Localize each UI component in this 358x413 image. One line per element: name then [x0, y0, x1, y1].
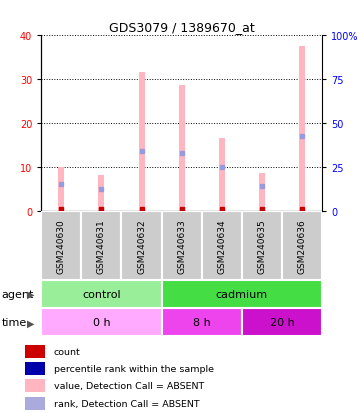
Text: 0 h: 0 h: [93, 318, 110, 328]
Bar: [81, 211, 121, 280]
Text: time: time: [2, 318, 27, 328]
Text: value, Detection Call = ABSENT: value, Detection Call = ABSENT: [54, 381, 204, 390]
Bar: [242, 309, 322, 337]
Bar: [58, 167, 64, 211]
Bar: [219, 139, 225, 211]
Text: percentile rank within the sample: percentile rank within the sample: [54, 364, 214, 373]
Text: 20 h: 20 h: [270, 318, 294, 328]
Text: GSM240633: GSM240633: [177, 218, 186, 273]
Text: 8 h: 8 h: [193, 318, 211, 328]
Text: GSM240631: GSM240631: [97, 218, 106, 273]
Bar: [242, 211, 282, 280]
Bar: [161, 280, 322, 309]
Bar: [161, 211, 202, 280]
Bar: [41, 309, 161, 337]
Bar: [179, 86, 185, 211]
Text: GSM240635: GSM240635: [257, 218, 266, 273]
Bar: [121, 211, 161, 280]
Text: rank, Detection Call = ABSENT: rank, Detection Call = ABSENT: [54, 399, 199, 408]
Bar: [25, 379, 45, 392]
Bar: [202, 211, 242, 280]
Bar: [161, 309, 242, 337]
Title: GDS3079 / 1389670_at: GDS3079 / 1389670_at: [109, 21, 255, 34]
Bar: [25, 345, 45, 358]
Bar: [98, 176, 105, 211]
Bar: [139, 73, 145, 211]
Bar: [282, 211, 322, 280]
Text: control: control: [82, 290, 121, 299]
Text: count: count: [54, 347, 81, 356]
Text: GSM240630: GSM240630: [57, 218, 66, 273]
Text: agent: agent: [2, 290, 34, 299]
Text: cadmium: cadmium: [216, 290, 268, 299]
Bar: [299, 47, 305, 211]
Text: ▶: ▶: [26, 318, 34, 328]
Text: GSM240636: GSM240636: [297, 218, 306, 273]
Bar: [259, 174, 265, 211]
Text: GSM240632: GSM240632: [137, 218, 146, 273]
Text: GSM240634: GSM240634: [217, 218, 226, 273]
Bar: [41, 211, 81, 280]
Bar: [41, 280, 161, 309]
Bar: [25, 397, 45, 411]
Text: ▶: ▶: [26, 290, 34, 299]
Bar: [25, 362, 45, 375]
